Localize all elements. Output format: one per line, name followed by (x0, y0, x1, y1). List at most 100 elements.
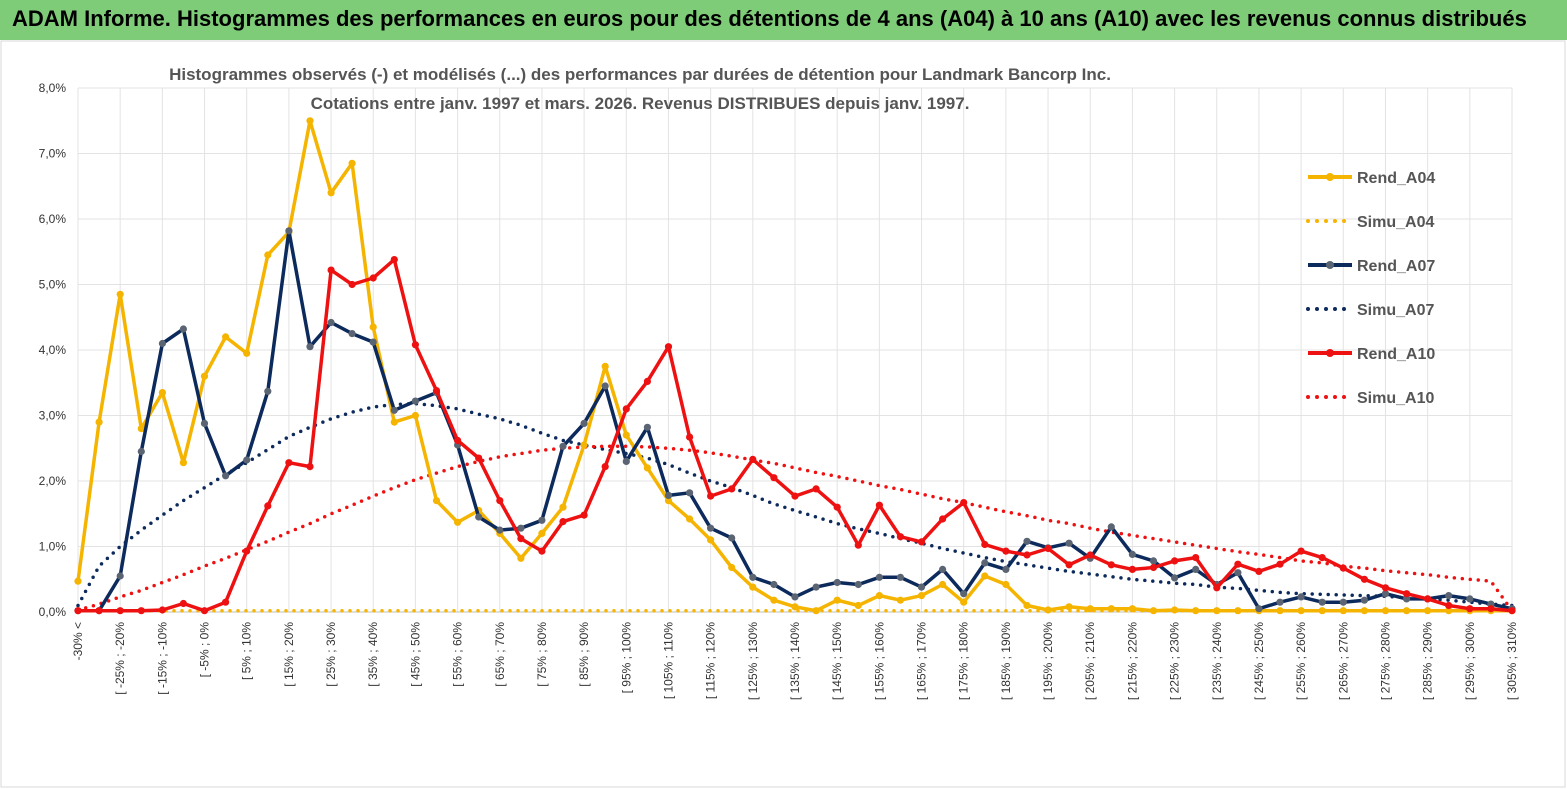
point-rend_a04 (728, 563, 736, 572)
point-rend_a10 (559, 518, 567, 526)
point-rend_a10 (1023, 551, 1031, 559)
point-rend_a04 (580, 441, 588, 449)
point-rend_a10 (137, 607, 145, 615)
point-rend_a04 (264, 251, 272, 259)
point-rend_a04 (390, 418, 398, 426)
point-rend_a07 (1002, 565, 1010, 574)
point-rend_a07 (707, 524, 715, 532)
point-rend_a07 (580, 419, 588, 427)
y-tick-label: 2,0% (39, 474, 67, 488)
x-tick-label: [ 305% ; 310% (1505, 622, 1519, 700)
point-rend_a07 (264, 387, 272, 395)
x-tick-label: [ 75% ; 80% (535, 622, 549, 687)
point-rend_a04 (1403, 607, 1411, 615)
point-rend_a04 (643, 464, 652, 472)
point-rend_a04 (1107, 605, 1115, 613)
point-rend_a07 (137, 447, 145, 456)
point-rend_a04 (749, 583, 757, 591)
point-rend_a04 (158, 389, 166, 397)
x-tick-label: [ 285% ; 290% (1421, 622, 1435, 700)
point-rend_a07 (601, 382, 609, 390)
x-tick-label: [ 145% ; 150% (830, 622, 844, 700)
point-rend_a07 (390, 406, 398, 414)
point-rend_a10 (686, 433, 694, 441)
point-rend_a10 (1065, 561, 1073, 569)
point-rend_a07 (1360, 596, 1368, 604)
point-rend_a10 (812, 485, 820, 493)
point-rend_a04 (1381, 607, 1390, 615)
chart: 0,0% 1,0% 2,0% 3,0% 4,0% 5,0% 6,0% 7,0% 8,0% -30… (0, 40, 1566, 788)
point-rend_a07 (749, 573, 757, 581)
point-rend_a07 (496, 526, 504, 534)
point-rend_a07 (791, 593, 799, 601)
point-rend_a10 (854, 541, 862, 549)
point-rend_a10 (960, 499, 968, 507)
point-rend_a04 (411, 411, 419, 420)
point-rend_a07 (517, 524, 525, 532)
x-tick-label: [ 245% ; 250% (1252, 622, 1266, 700)
point-rend_a07 (1297, 593, 1305, 601)
point-rend_a04 (1044, 606, 1052, 614)
chart-area: 0,0% 1,0% 2,0% 3,0% 4,0% 5,0% 6,0% 7,0% 8,0% -30… (0, 40, 1567, 789)
point-rend_a07 (158, 339, 166, 348)
point-rend_a04 (1128, 605, 1136, 613)
point-rend_a04 (306, 117, 314, 125)
point-rend_a04 (1234, 607, 1242, 615)
x-tick-label: [ 215% ; 220% (1125, 622, 1139, 700)
point-rend_a10 (643, 377, 652, 385)
point-rend_a04 (200, 372, 209, 380)
x-tick-label: [ 225% ; 230% (1168, 622, 1182, 700)
x-tick-label: [ 275% ; 280% (1378, 622, 1392, 700)
point-rend_a07 (222, 472, 230, 480)
point-rend_a07 (348, 330, 356, 338)
point-rend_a07 (538, 516, 546, 524)
point-rend_a04 (348, 159, 356, 167)
point-rend_a07 (1466, 595, 1474, 603)
point-rend_a10 (1297, 547, 1305, 555)
point-rend_a04 (1086, 605, 1094, 613)
legend-label: Simu_A04 (1357, 214, 1434, 231)
point-rend_a07 (728, 534, 736, 542)
x-tick-label: [ 65% ; 70% (493, 622, 507, 687)
point-rend_a04 (1339, 607, 1347, 615)
point-rend_a04 (1360, 607, 1368, 615)
point-rend_a10 (538, 547, 546, 555)
x-tick-label: [ 115% ; 120% (704, 622, 718, 699)
point-rend_a10 (95, 607, 103, 615)
y-tick-label: 7,0% (39, 147, 67, 161)
legend-marker (1326, 173, 1334, 181)
point-rend_a10 (622, 405, 630, 413)
point-rend_a04 (854, 601, 862, 610)
point-rend_a07 (1318, 598, 1326, 606)
chart-subtitle: Cotations entre janv. 1997 et mars. 2026… (311, 94, 970, 113)
point-rend_a07 (1128, 550, 1136, 558)
point-rend_a10 (1234, 560, 1242, 568)
x-tick-label: [ -15% ; -10% (155, 622, 169, 695)
x-tick-label: [ 85% ; 90% (577, 622, 591, 687)
point-rend_a10 (1044, 544, 1052, 553)
point-rend_a10 (1445, 601, 1453, 610)
point-rend_a10 (896, 533, 905, 541)
point-rend_a04 (1171, 606, 1179, 614)
report-banner: ADAM Informe. Histogrammes des performan… (0, 0, 1567, 40)
x-tick-label: [ 295% ; 300% (1463, 622, 1477, 700)
x-tick-label: -30% < (71, 622, 85, 660)
point-rend_a07 (411, 397, 419, 405)
point-rend_a07 (1255, 605, 1263, 613)
x-tick-label: [ 265% ; 270% (1336, 622, 1350, 700)
point-rend_a04 (875, 592, 884, 600)
point-rend_a04 (960, 598, 968, 606)
point-rend_a07 (200, 419, 209, 427)
point-rend_a10 (1508, 607, 1516, 615)
point-rend_a10 (791, 492, 799, 500)
point-rend_a10 (116, 607, 124, 615)
point-rend_a04 (917, 592, 926, 600)
point-rend_a04 (707, 536, 715, 544)
point-rend_a07 (1023, 537, 1031, 545)
point-rend_a10 (770, 474, 778, 482)
point-rend_a07 (981, 559, 989, 567)
y-tick-label: 1,0% (39, 540, 67, 554)
point-rend_a04 (791, 603, 799, 611)
point-rend_a10 (1107, 561, 1115, 569)
point-rend_a10 (1128, 565, 1136, 574)
